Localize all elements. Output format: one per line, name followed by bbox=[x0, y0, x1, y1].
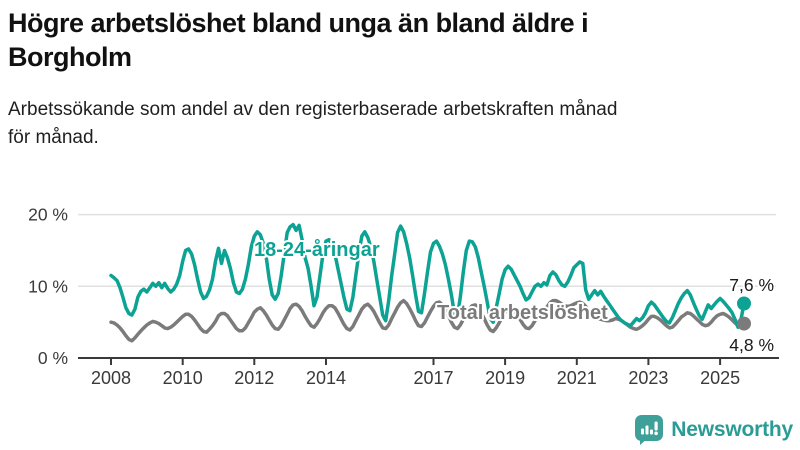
x-axis-tick-label: 2023 bbox=[628, 368, 668, 388]
subtitle-line-2: för månad. bbox=[8, 126, 99, 148]
end-dot-total bbox=[737, 316, 751, 331]
series-label-total: Total arbetslöshet bbox=[437, 302, 608, 324]
chart-header: Högre arbetslöshet bland unga än bland ä… bbox=[8, 6, 794, 151]
x-axis-tick-label: 2008 bbox=[91, 368, 131, 388]
series-line-total bbox=[109, 298, 746, 343]
series-label-youth: 18-24-åringar bbox=[254, 238, 380, 261]
subtitle-line-1: Arbetssökande som andel av den registerb… bbox=[8, 99, 618, 121]
y-axis-tick-label: 20 % bbox=[28, 205, 68, 225]
x-axis-tick-label: 2010 bbox=[163, 368, 203, 388]
end-value-label-total: 4,8 % bbox=[729, 335, 774, 355]
x-axis-tick-label: 2025 bbox=[700, 368, 740, 388]
title-line-1: Högre arbetslöshet bland unga än bland ä… bbox=[8, 8, 589, 38]
title-line-2: Borgholm bbox=[8, 42, 132, 73]
bar-chart-speech-bubble-icon bbox=[635, 415, 664, 445]
x-axis-tick-label: 2012 bbox=[234, 368, 274, 388]
y-axis-tick-label: 10 % bbox=[28, 276, 68, 296]
x-axis-tick-label: 2019 bbox=[485, 368, 525, 388]
x-axis-tick-label: 2017 bbox=[413, 368, 453, 388]
end-dot-youth bbox=[737, 296, 751, 311]
newsworthy-logo: Newsworthy bbox=[634, 414, 793, 445]
unemployment-line-chart: 18-24-åringar Total arbetslöshet 7,6 % 4,8 … bbox=[28, 205, 779, 388]
y-axis-tick-label: 0 % bbox=[38, 348, 68, 368]
x-axis-tick-label: 2014 bbox=[306, 368, 346, 388]
series-line-youth bbox=[109, 222, 746, 329]
chart-subtitle: Arbetssökande som andel av den registerb… bbox=[8, 96, 794, 151]
page-title: Högre arbetslöshet bland unga än bland ä… bbox=[8, 6, 794, 74]
x-axis-tick-label: 2021 bbox=[557, 368, 597, 388]
end-value-label-youth: 7,6 % bbox=[729, 275, 774, 295]
brand-name: Newsworthy bbox=[671, 417, 793, 441]
